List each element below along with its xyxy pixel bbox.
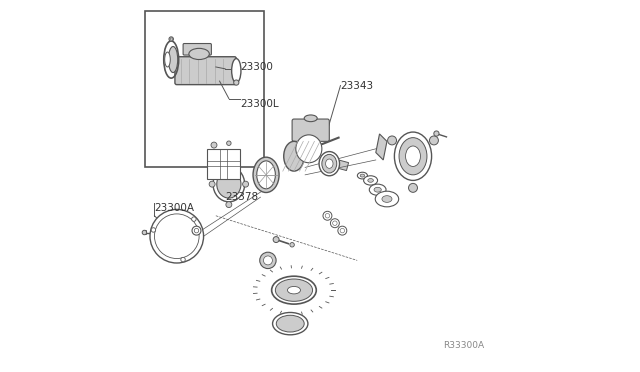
Circle shape bbox=[264, 256, 273, 265]
Text: R33300A: R33300A bbox=[443, 341, 484, 350]
Ellipse shape bbox=[232, 58, 241, 83]
Circle shape bbox=[333, 221, 337, 225]
Circle shape bbox=[195, 228, 199, 233]
Circle shape bbox=[434, 131, 439, 136]
Ellipse shape bbox=[319, 152, 340, 176]
Circle shape bbox=[323, 211, 332, 220]
Text: 23300: 23300 bbox=[240, 62, 273, 72]
Ellipse shape bbox=[273, 312, 308, 335]
Circle shape bbox=[150, 209, 204, 263]
Circle shape bbox=[170, 38, 172, 40]
Circle shape bbox=[191, 217, 196, 221]
Bar bbox=[145, 11, 264, 167]
Circle shape bbox=[226, 202, 232, 208]
Circle shape bbox=[340, 228, 344, 233]
Circle shape bbox=[338, 226, 347, 235]
Circle shape bbox=[234, 80, 239, 85]
Ellipse shape bbox=[253, 157, 279, 193]
Ellipse shape bbox=[271, 276, 316, 304]
Circle shape bbox=[408, 183, 417, 192]
Ellipse shape bbox=[326, 159, 333, 168]
Ellipse shape bbox=[357, 172, 367, 179]
Ellipse shape bbox=[364, 176, 378, 185]
Circle shape bbox=[142, 230, 147, 235]
Ellipse shape bbox=[257, 161, 275, 189]
Bar bbox=[337, 160, 349, 170]
Circle shape bbox=[209, 181, 215, 187]
Circle shape bbox=[181, 257, 185, 262]
Ellipse shape bbox=[374, 187, 381, 192]
Circle shape bbox=[330, 219, 339, 228]
Ellipse shape bbox=[375, 191, 399, 207]
Circle shape bbox=[260, 252, 276, 269]
Ellipse shape bbox=[168, 46, 178, 73]
Circle shape bbox=[192, 226, 201, 235]
FancyBboxPatch shape bbox=[183, 44, 211, 55]
Ellipse shape bbox=[304, 115, 317, 122]
Text: 23378: 23378 bbox=[225, 192, 259, 202]
Ellipse shape bbox=[164, 52, 170, 67]
Polygon shape bbox=[376, 134, 387, 160]
Ellipse shape bbox=[322, 154, 337, 173]
FancyBboxPatch shape bbox=[292, 119, 330, 141]
Ellipse shape bbox=[275, 279, 312, 301]
Ellipse shape bbox=[284, 141, 304, 171]
Text: 23300A: 23300A bbox=[154, 203, 195, 213]
FancyBboxPatch shape bbox=[175, 57, 236, 84]
Ellipse shape bbox=[394, 132, 431, 180]
Ellipse shape bbox=[213, 167, 244, 202]
Ellipse shape bbox=[217, 170, 241, 198]
Circle shape bbox=[429, 136, 438, 145]
Circle shape bbox=[325, 214, 330, 218]
Bar bbox=[207, 149, 240, 179]
Ellipse shape bbox=[368, 179, 373, 182]
Ellipse shape bbox=[189, 48, 209, 60]
Ellipse shape bbox=[369, 184, 386, 195]
Circle shape bbox=[273, 237, 279, 243]
Ellipse shape bbox=[406, 146, 420, 167]
Ellipse shape bbox=[399, 138, 427, 175]
Circle shape bbox=[226, 161, 232, 167]
Ellipse shape bbox=[287, 286, 300, 294]
Circle shape bbox=[151, 228, 156, 232]
Ellipse shape bbox=[276, 315, 304, 332]
Circle shape bbox=[169, 37, 173, 41]
Ellipse shape bbox=[296, 135, 322, 163]
Circle shape bbox=[211, 142, 217, 148]
Ellipse shape bbox=[360, 174, 365, 177]
Circle shape bbox=[243, 181, 248, 187]
Circle shape bbox=[227, 141, 231, 145]
Ellipse shape bbox=[382, 196, 392, 202]
Circle shape bbox=[290, 243, 294, 247]
Text: 23300L: 23300L bbox=[240, 99, 278, 109]
Text: 23343: 23343 bbox=[340, 81, 374, 90]
Circle shape bbox=[388, 136, 397, 145]
